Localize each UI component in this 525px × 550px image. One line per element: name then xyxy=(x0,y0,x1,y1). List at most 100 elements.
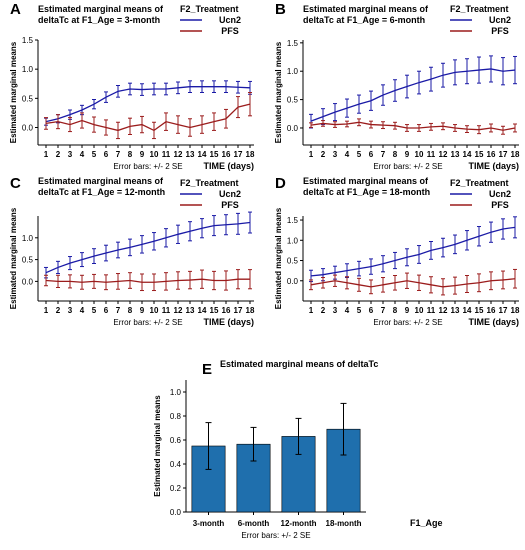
x-tick-label: 9 xyxy=(405,150,410,159)
x-tick-label: 17 xyxy=(234,306,243,315)
x-tick-label: 12 xyxy=(174,306,183,315)
x-tick-label: 12 xyxy=(174,150,183,159)
series-line-ucn2 xyxy=(310,226,516,277)
y-tick-label: 1.5 xyxy=(287,39,299,48)
error-bar-note: Error bars: +/- 2 SE xyxy=(113,318,182,327)
y-tick-label: 0.5 xyxy=(287,96,299,105)
x-tick-label: 6 xyxy=(369,306,374,315)
legend-title: F2_Treatment xyxy=(180,4,239,14)
error-bar-note: Error bars: +/- 2 SE xyxy=(373,162,442,171)
x-tick-label: 17 xyxy=(499,306,508,315)
legend-label-pfs: PFS xyxy=(491,200,509,210)
x-tick-label: 2 xyxy=(321,150,326,159)
x-tick-label: 16 xyxy=(222,150,231,159)
x-tick-label: 7 xyxy=(116,306,121,315)
y-tick-label: 0.5 xyxy=(22,256,34,265)
x-tick-label: 13 xyxy=(186,150,195,159)
error-bar-note: Error bars: +/- 2 SE xyxy=(241,531,310,540)
panel-e: E Estimated marginal means of deltaTc 0.0 0… xyxy=(153,359,443,540)
chart-title: Estimated marginal means of deltaTc xyxy=(220,359,378,369)
x-tick-label: 6 xyxy=(369,150,374,159)
y-tick-label: 1.0 xyxy=(22,65,34,74)
x-tick-label: 3 xyxy=(333,150,338,159)
x-tick-label: 11 xyxy=(427,306,436,315)
x-tick-label: 7 xyxy=(381,306,386,315)
x-tick-label: 15 xyxy=(475,306,484,315)
y-tick-label: 1.5 xyxy=(287,216,299,225)
y-tick-label: 0.5 xyxy=(22,94,34,103)
chart-title: deltaTc at F1_Age = 12-month xyxy=(38,187,165,197)
x-axis-label: TIME (days) xyxy=(203,161,254,171)
x-axis-label: F1_Age xyxy=(410,518,443,528)
x-tick-label: 9 xyxy=(140,306,145,315)
x-tick-label: 16 xyxy=(222,306,231,315)
x-tick-label: 14 xyxy=(463,306,472,315)
x-tick-label: 3-month xyxy=(193,519,225,528)
y-axis-label: Estimated marginal means xyxy=(153,395,162,497)
legend-label-ucn2: Ucn2 xyxy=(489,189,511,199)
y-tick-label: 1.5 xyxy=(22,36,34,45)
x-tick-label: 4 xyxy=(345,306,350,315)
chart-title: deltaTc at F1_Age = 6-month xyxy=(303,15,425,25)
x-axis-label: TIME (days) xyxy=(468,161,519,171)
x-tick-label: 11 xyxy=(162,306,171,315)
y-tick-label: 0.0 xyxy=(287,277,299,286)
chart-title: Estimated marginal means of xyxy=(303,4,429,14)
x-tick-label: 7 xyxy=(381,150,386,159)
x-tick-label: 11 xyxy=(162,150,171,159)
x-tick-label: 5 xyxy=(92,150,97,159)
y-tick-label: 1.0 xyxy=(22,234,34,243)
legend-label-pfs: PFS xyxy=(221,26,239,36)
legend-label-ucn2: Ucn2 xyxy=(219,189,241,199)
y-tick-label: 0.5 xyxy=(287,257,299,266)
x-tick-label: 16 xyxy=(487,150,496,159)
series-line-ucn2 xyxy=(310,68,516,122)
x-tick-label: 9 xyxy=(140,150,145,159)
panel-letter: E xyxy=(202,361,212,378)
panel-letter: A xyxy=(10,1,21,18)
x-tick-label: 4 xyxy=(80,306,85,315)
y-tick-label: 0.0 xyxy=(287,124,299,133)
x-tick-label: 17 xyxy=(499,150,508,159)
x-tick-label: 8 xyxy=(393,306,398,315)
x-tick-label: 3 xyxy=(68,306,73,315)
y-tick-label: 0.2 xyxy=(170,484,182,493)
x-tick-label: 18 xyxy=(246,150,255,159)
x-tick-label: 10 xyxy=(415,306,424,315)
series-line-pfs xyxy=(45,278,250,283)
chart-title: deltaTc at F1_Age = 18-month xyxy=(303,187,430,197)
x-tick-label: 3 xyxy=(333,306,338,315)
x-tick-label: 8 xyxy=(393,150,398,159)
chart-title: Estimated marginal means of xyxy=(38,176,164,186)
x-tick-label: 12 xyxy=(439,306,448,315)
x-tick-label: 14 xyxy=(198,150,207,159)
x-axis-label: TIME (days) xyxy=(203,317,254,327)
y-tick-label: 0.8 xyxy=(170,412,182,421)
x-tick-label: 15 xyxy=(210,306,219,315)
y-tick-label: 0.6 xyxy=(170,436,182,445)
series-line-pfs xyxy=(310,121,516,131)
x-tick-label: 12 xyxy=(439,150,448,159)
x-tick-label: 9 xyxy=(405,306,410,315)
x-tick-label: 8 xyxy=(128,306,133,315)
x-tick-label: 1 xyxy=(44,150,49,159)
x-tick-label: 1 xyxy=(44,306,49,315)
series-line-pfs xyxy=(45,103,251,132)
y-axis-label: Estimated marginal means xyxy=(274,207,283,309)
chart-title: Estimated marginal means of xyxy=(303,176,429,186)
x-axis-label: TIME (days) xyxy=(468,317,519,327)
x-tick-label: 3 xyxy=(68,150,73,159)
error-bar-note: Error bars: +/- 2 SE xyxy=(373,318,442,327)
x-tick-label: 14 xyxy=(463,150,472,159)
y-tick-label: 0.4 xyxy=(170,460,182,469)
error-bar-note: Error bars: +/- 2 SE xyxy=(113,162,182,171)
y-tick-label: 0.0 xyxy=(170,508,182,517)
x-tick-label: 16 xyxy=(487,306,496,315)
y-axis-label: Estimated marginal means xyxy=(274,41,283,143)
x-tick-label: 5 xyxy=(357,306,362,315)
x-tick-label: 4 xyxy=(345,150,350,159)
x-tick-label: 5 xyxy=(357,150,362,159)
series-line-pfs xyxy=(310,278,516,288)
x-tick-label: 4 xyxy=(80,150,85,159)
